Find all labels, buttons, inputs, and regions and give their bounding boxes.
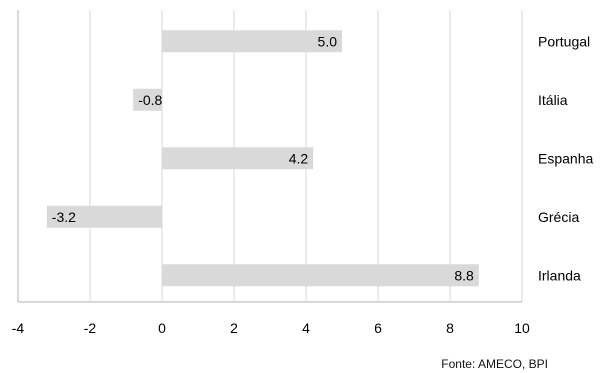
- bar-Irlanda: [162, 264, 479, 287]
- value-label-Itália: -0.8: [138, 92, 162, 108]
- value-label-Grécia: -3.2: [52, 209, 76, 225]
- category-label-Irlanda: Irlanda: [538, 267, 581, 283]
- value-label-Espanha: 4.2: [289, 150, 309, 166]
- value-label-Irlanda: 8.8: [454, 267, 474, 283]
- source-note: Fonte: AMECO, BPI: [441, 357, 548, 371]
- category-label-Itália: Itália: [538, 92, 568, 108]
- value-label-Portugal: 5.0: [318, 33, 338, 49]
- category-label-Portugal: Portugal: [538, 33, 590, 49]
- x-tick-label-3: 2: [230, 320, 238, 336]
- category-label-Grécia: Grécia: [538, 209, 579, 225]
- bar-chart: 5.0 Portugal -0.8 Itália 4.2 Espanha -3.2 Gréci…: [12, 10, 593, 336]
- bar-Portugal: [162, 30, 342, 53]
- bar-Grécia: [46, 205, 162, 228]
- x-tick-label-0: -4: [12, 320, 25, 336]
- bar-Itália: [133, 88, 162, 111]
- x-tick-label-5: 6: [374, 320, 382, 336]
- category-label-Espanha: Espanha: [538, 150, 593, 166]
- x-tick-label-1: -2: [84, 320, 97, 336]
- bar-Espanha: [162, 147, 314, 170]
- x-tick-label-7: 10: [514, 320, 530, 336]
- x-tick-label-4: 4: [302, 320, 310, 336]
- x-tick-label-6: 8: [446, 320, 454, 336]
- x-tick-label-2: 0: [158, 320, 166, 336]
